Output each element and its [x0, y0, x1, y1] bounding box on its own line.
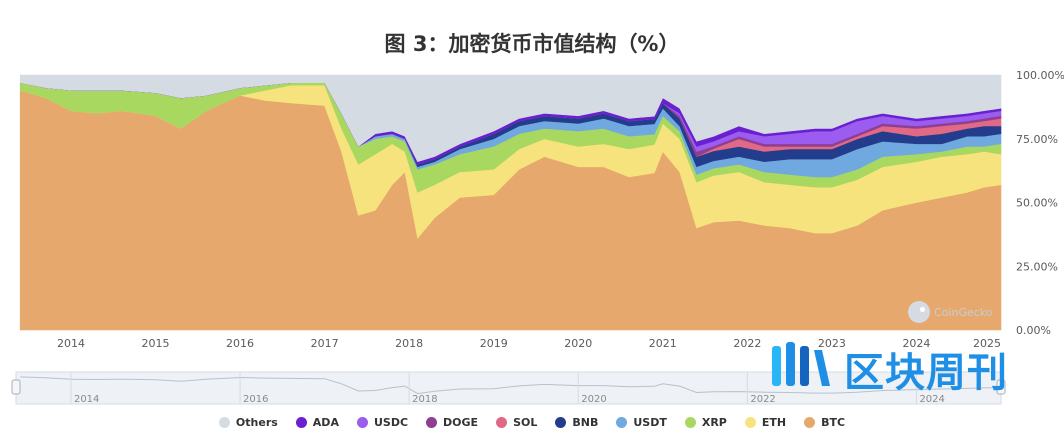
x-tick-label: 2015: [142, 337, 170, 350]
brand-logo: 区块周刊: [764, 340, 1064, 396]
navigator-handle-left[interactable]: [11, 379, 21, 395]
legend-label: ETH: [761, 416, 787, 429]
legend-swatch: [616, 417, 628, 428]
x-tick-label: 2021: [649, 337, 677, 350]
legend-label: Others: [235, 416, 278, 429]
navigator-tick-label: 2016: [243, 394, 268, 405]
legend-item-eth[interactable]: ETH: [744, 416, 787, 429]
legend-label: ADA: [312, 416, 339, 429]
x-tick-label: 2017: [311, 337, 339, 350]
x-tick-label: 2018: [395, 337, 423, 350]
y-axis-labels: 100.00% 75.00% 50.00% 25.00% 0.00%: [1016, 69, 1064, 337]
legend-item-btc[interactable]: BTC: [804, 416, 845, 429]
x-tick-label: 2019: [480, 337, 508, 350]
brand-mark-icon: [772, 342, 830, 386]
legend-item-usdc[interactable]: USDC: [356, 416, 409, 429]
area-series-group: [19, 74, 1002, 331]
chart-title: 图 3：加密货币市值结构（%）: [384, 32, 680, 56]
legend-swatch: [356, 417, 368, 428]
y-tick-label: 100.00%: [1016, 69, 1064, 82]
legend-swatch: [426, 417, 438, 428]
legend-swatch: [744, 417, 756, 428]
legend-label: USDC: [373, 416, 409, 429]
legend-swatch: [555, 417, 567, 428]
area-others[interactable]: [19, 74, 1002, 163]
legend-item-others[interactable]: Others: [218, 416, 278, 429]
legend-swatch: [295, 417, 307, 428]
legend-item-xrp[interactable]: XRP: [684, 416, 727, 429]
legend-label: BTC: [821, 416, 846, 429]
y-tick-label: 50.00%: [1016, 197, 1058, 210]
legend: Others ADA USDC DOGE SOL BNB USDT XRP ETH BTC: [0, 416, 1064, 429]
navigator-tick-label: 2022: [750, 394, 775, 405]
legend-swatch: [218, 417, 230, 428]
navigator-handle-right[interactable]: [996, 379, 1006, 395]
legend-item-ada[interactable]: ADA: [295, 416, 339, 429]
navigator-line: [20, 376, 1002, 395]
gecko-logo-icon: [908, 301, 930, 323]
x-axis-labels: 2014 2015 2016 2017 2018 2019 2020 2021 2022 2023…: [57, 337, 1001, 350]
x-tick-label: 2024: [902, 337, 930, 350]
y-tick-label: 75.00%: [1016, 133, 1058, 146]
legend-label: DOGE: [443, 416, 479, 429]
navigator: 2014 2016 2018 2020 2022 2024: [11, 371, 1006, 405]
legend-label: XRP: [701, 416, 727, 429]
brand-text: 区块周刊: [844, 350, 1008, 396]
y-tick-label: 25.00%: [1016, 260, 1058, 273]
navigator-tick-label: 2024: [919, 394, 944, 405]
x-tick-label: 2022: [733, 337, 761, 350]
navigator-window[interactable]: [15, 371, 1002, 405]
y-tick-label: 0.00%: [1016, 324, 1051, 337]
x-tick-label: 2014: [57, 337, 85, 350]
legend-item-bnb[interactable]: BNB: [555, 416, 598, 429]
coingecko-watermark: CoinGecko: [908, 301, 993, 323]
legend-item-doge[interactable]: DOGE: [426, 416, 478, 429]
legend-label: SOL: [513, 416, 538, 429]
x-tick-label: 2025: [973, 337, 1001, 350]
legend-label: USDT: [633, 416, 667, 429]
navigator-tick-label: 2014: [74, 394, 99, 405]
navigator-tick-label: 2018: [412, 394, 437, 405]
legend-label: BNB: [572, 416, 599, 429]
legend-swatch: [496, 417, 508, 428]
legend-swatch: [804, 417, 816, 428]
x-tick-label: 2016: [226, 337, 254, 350]
legend-swatch: [684, 417, 696, 428]
x-tick-label: 2020: [564, 337, 592, 350]
x-tick-label: 2023: [818, 337, 846, 350]
legend-item-sol[interactable]: SOL: [496, 416, 537, 429]
navigator-tick-label: 2020: [581, 394, 606, 405]
legend-item-usdt[interactable]: USDT: [616, 416, 667, 429]
watermark-text: CoinGecko: [934, 305, 993, 319]
